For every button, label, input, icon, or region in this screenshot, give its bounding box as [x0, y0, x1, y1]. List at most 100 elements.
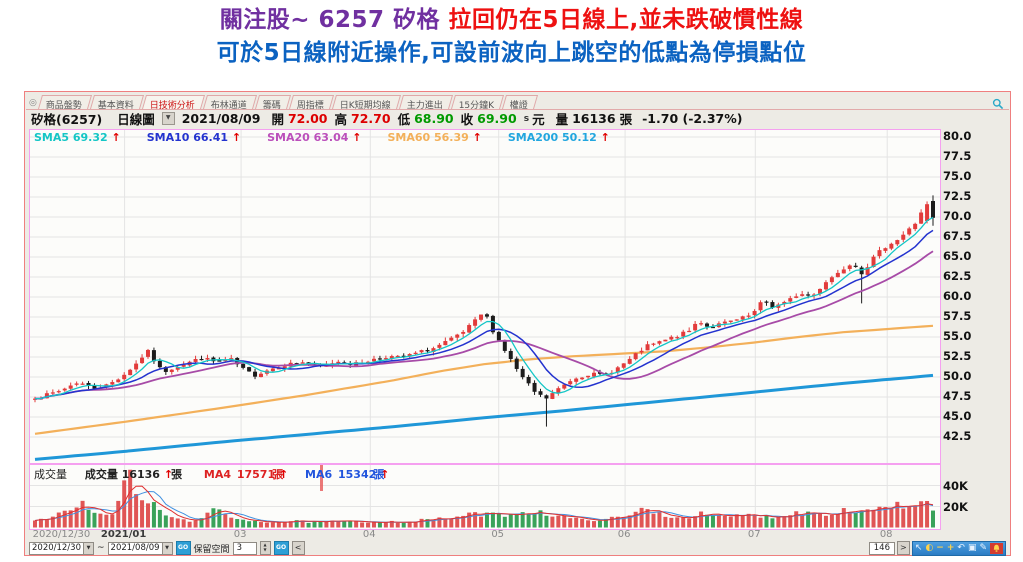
page-number-input[interactable]: 146: [868, 541, 895, 555]
date-tick-label: 05: [491, 529, 505, 540]
price-tick-label: 72.5: [943, 189, 972, 203]
title-line-2: 可於5日線附近操作,可設前波向上跳空的低點為停損點位: [216, 40, 807, 66]
high-value: 72.70: [351, 111, 391, 126]
tab-4[interactable]: 布林通道: [202, 95, 257, 109]
page-forward-button[interactable]: >: [896, 541, 910, 555]
volume-unit: 張: [619, 112, 633, 127]
date-tick-label: 06: [617, 529, 631, 540]
volume-tick-label: 40K: [943, 478, 968, 493]
sma-legend-item-sma5: SMA5 69.32 ↑: [34, 131, 121, 144]
price-tick-label: 60.0: [943, 289, 972, 303]
price-tick-label: 62.5: [943, 269, 972, 283]
open-value: 72.00: [287, 111, 328, 126]
sma10-line: [34, 229, 934, 400]
tab-3[interactable]: 日技術分析: [141, 95, 205, 109]
volume-chart-svg[interactable]: [30, 465, 940, 529]
alert-bell-icon[interactable]: [990, 542, 1003, 554]
undo-icon[interactable]: ↶: [957, 542, 965, 553]
keep-space-spinner[interactable]: ▲ ▼: [259, 541, 271, 555]
date-from-combo[interactable]: 2020/12/30 ▼: [29, 541, 94, 555]
tab-6[interactable]: 周指標: [288, 95, 334, 109]
zoom-in-icon[interactable]: +: [946, 542, 955, 553]
page-title: 關注股~ 6257 矽格 拉回仍在5日線上,並未跌破慣性線 可於5日線附近操作,…: [0, 4, 1023, 70]
title-comment-text: 拉回仍在5日線上,並未跌破慣性線: [448, 7, 804, 33]
date-tick-label: 03: [233, 529, 247, 540]
volume-bars-layer: [33, 469, 935, 528]
tab-7[interactable]: 日K短期均線: [331, 95, 401, 109]
price-chart-svg[interactable]: [30, 130, 940, 463]
ma6-value: 15342: [338, 468, 377, 481]
price-tick-label: 52.5: [943, 349, 972, 363]
s-flag: s: [523, 113, 530, 124]
apply-button[interactable]: GO: [273, 541, 289, 555]
price-tick-label: 50.0: [943, 369, 972, 383]
date-tick-label: 08: [879, 529, 893, 540]
date-to-dropdown-icon[interactable]: ▼: [161, 542, 172, 554]
close-value: 69.90: [477, 111, 517, 126]
date-tick-label: 07: [747, 529, 761, 540]
price-tick-label: 57.5: [943, 309, 972, 323]
tab-bar: ◎ 商品盤勢 基本資料 日技術分析 布林通道 籌碼 周指標 日K短期均線 主力進出 15分鐘K 權…: [26, 93, 1009, 110]
candles-layer: [33, 195, 935, 427]
volume-series-unit: 張: [171, 468, 183, 481]
contrast-icon[interactable]: ◐: [925, 542, 934, 553]
ma4-label: MA4: [203, 468, 231, 481]
tab-list: 商品盤勢 基本資料 日技術分析 布林通道 籌碼 周指標 日K短期均線 主力進出 15分鐘K 權證: [37, 95, 539, 109]
pan-arrow-icon[interactable]: ↖: [914, 542, 923, 553]
sma-legend: SMA5 69.32 ↑ SMA10 66.41 ↑ SMA20 63.04 ↑ SM…: [34, 131, 610, 144]
tab-5[interactable]: 籌碼: [254, 95, 291, 109]
page-back-button[interactable]: <: [291, 541, 305, 555]
volume-label: 量: [555, 112, 569, 127]
volume-gridlines: [30, 465, 940, 529]
zoom-out-icon[interactable]: −: [936, 542, 944, 553]
date-from-dropdown-icon[interactable]: ▼: [83, 542, 93, 554]
volume-ma4-line: [34, 485, 934, 523]
volume-value: 16136: [572, 111, 616, 126]
price-tick-label: 70.0: [943, 209, 972, 223]
go-button[interactable]: GO: [175, 541, 191, 555]
sma-legend-item-sma10: SMA10 66.41 ↑: [146, 131, 242, 144]
date-tick-label: 2020/12/30: [32, 529, 91, 540]
sma-legend-item-sma200: SMA200 50.12 ↑: [507, 131, 610, 144]
price-tick-label: 75.0: [943, 169, 972, 183]
range-tilde: ~: [97, 543, 105, 553]
magnifier-icon[interactable]: [992, 95, 1004, 109]
sma5-line: [34, 216, 934, 400]
volume-pane[interactable]: 成交量 成交量 16136 ↑張 MA4 17571 ↑張 MA6 15342 …: [29, 464, 941, 530]
chart-period[interactable]: 日線圖: [117, 112, 155, 127]
ma4-unit: 張: [272, 468, 284, 481]
tab-9[interactable]: 15分鐘K: [450, 95, 505, 109]
tab-2[interactable]: 基本資料: [89, 95, 144, 109]
tab-1[interactable]: 商品盤勢: [37, 95, 92, 109]
quote-bar: 矽格(6257) 日線圖 ▼ 2021/08/09 開 72.00 高 72.70 …: [31, 110, 1006, 127]
date-axis: 2020/12/30 2021/01 03 04 05 06 07 08: [29, 529, 939, 542]
tab-8[interactable]: 主力進出: [398, 95, 453, 109]
chart-window: ◎ 商品盤勢 基本資料 日技術分析 布林通道 籌碼 周指標 日K短期均線 主力進出 15分鐘K 權…: [24, 91, 1011, 556]
price-tick-label: 42.5: [943, 429, 972, 443]
tool-icon-strip: ↖ ◐ − + ↶ ▣ ✎: [911, 540, 1006, 556]
fullscreen-icon[interactable]: ▣: [967, 542, 977, 553]
draw-icon[interactable]: ✎: [979, 542, 987, 553]
date-to-value: 2021/08/09: [110, 543, 160, 553]
sma-legend-item-sma60: SMA60 56.39 ↑: [387, 131, 482, 144]
price-chart-pane[interactable]: SMA5 69.32 ↑ SMA10 66.41 ↑ SMA20 63.04 ↑ SM…: [29, 129, 941, 464]
volume-pane-title: 成交量: [34, 468, 67, 481]
quote-date: 2021/08/09: [181, 111, 261, 126]
tab-lead-icon[interactable]: ◎: [29, 98, 37, 108]
date-tick-label: 04: [362, 529, 376, 540]
period-dropdown-icon[interactable]: ▼: [161, 112, 175, 125]
date-tick-label: 2021/01: [100, 529, 147, 540]
keep-space-input[interactable]: 3: [232, 541, 257, 555]
tab-10[interactable]: 權證: [502, 95, 539, 109]
date-to-combo[interactable]: 2021/08/09 ▼: [107, 541, 173, 555]
ma4-value: 17571: [236, 468, 276, 481]
title-stock-text: 關注股~ 6257 矽格: [219, 7, 449, 33]
price-gridlines: [30, 130, 940, 463]
ma6-unit: 張: [373, 468, 385, 481]
volume-series-label: 成交量: [84, 468, 118, 481]
price-axis: 80.0 77.5 75.0 72.5 70.0 67.5 65.0 62.5 60.0 57.5…: [943, 129, 1003, 462]
sma60-line: [34, 324, 934, 435]
volume-legend: 成交量 成交量 16136 ↑張 MA4 17571 ↑張 MA6 15342 …: [34, 466, 389, 482]
change-value: -1.70 (-2.37%): [642, 111, 743, 126]
